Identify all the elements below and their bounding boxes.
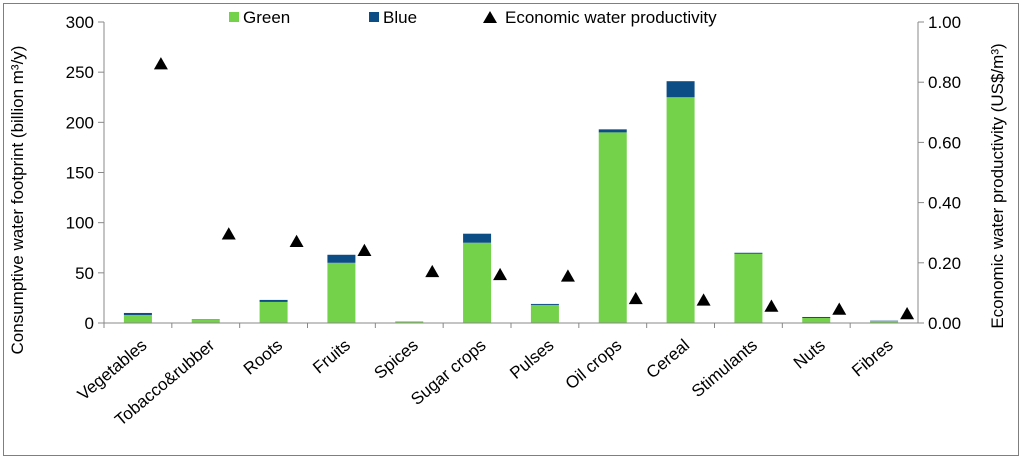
left-tick-label: 0 — [85, 314, 94, 333]
bar-green-7 — [598, 132, 627, 323]
bar-green-8 — [666, 97, 695, 323]
right-tick-label: 0.00 — [928, 314, 961, 333]
bar-green-3 — [327, 262, 356, 323]
chart-frame — [3, 3, 1019, 456]
bar-blue-10 — [802, 316, 831, 318]
bar-green-2 — [259, 301, 288, 323]
bar-green-10 — [802, 317, 831, 323]
left-tick-label: 50 — [75, 264, 94, 283]
bar-blue-5 — [463, 233, 492, 243]
legend-triangle-marker — [483, 11, 497, 23]
bars-layer — [123, 81, 899, 323]
right-tick-label: 0.20 — [928, 254, 961, 273]
right-tick-label: 0.80 — [928, 73, 961, 92]
bar-blue-1 — [191, 319, 220, 320]
category-label: Spices — [371, 336, 422, 383]
bar-blue-2 — [259, 299, 288, 302]
productivity-marker-7 — [628, 291, 643, 305]
legend-swatch-blue — [369, 12, 379, 22]
legend: Green Blue Economic water productivity — [229, 8, 717, 27]
productivity-marker-10 — [832, 302, 847, 315]
bar-blue-6 — [530, 303, 559, 305]
category-label: Roots — [240, 336, 286, 379]
bar-green-11 — [870, 320, 899, 323]
productivity-marker-11 — [900, 306, 915, 320]
left-tick-label: 300 — [66, 13, 94, 32]
bar-blue-7 — [598, 129, 627, 133]
category-label: Fibres — [848, 336, 896, 381]
category-label: Fruits — [309, 336, 354, 378]
productivity-marker-1 — [221, 227, 236, 240]
legend-label-productivity: Economic water productivity — [505, 8, 717, 27]
left-tick-label: 100 — [66, 214, 94, 233]
category-label: Cereal — [643, 336, 694, 383]
left-tick-label: 150 — [66, 164, 94, 183]
productivity-marker-3 — [357, 243, 372, 257]
bar-green-4 — [395, 321, 424, 323]
productivity-marker-6 — [560, 269, 575, 282]
category-label: Nuts — [790, 336, 829, 373]
bar-green-0 — [123, 314, 152, 323]
bar-green-1 — [191, 319, 220, 323]
left-tick-label: 200 — [66, 113, 94, 132]
bar-blue-9 — [734, 252, 763, 254]
productivity-marker-8 — [696, 293, 711, 306]
right-tick-label: 1.00 — [928, 13, 961, 32]
category-label: Pulses — [506, 336, 557, 383]
right-tick-label: 0.40 — [928, 194, 961, 213]
legend-label-green: Green — [243, 8, 290, 27]
category-label: Stimulants — [688, 336, 761, 402]
productivity-marker-4 — [425, 264, 440, 278]
legend-label-blue: Blue — [383, 8, 417, 27]
left-ticks: 0 50 100 150 200 250 300 — [66, 13, 104, 333]
left-axis-title: Consumptive water footprint (billion m³/… — [8, 46, 27, 355]
right-axis-title: Economic water productivity (US$/m³) — [988, 43, 1007, 328]
legend-swatch-green — [229, 12, 239, 22]
category-label: Oil crops — [562, 336, 626, 394]
markers-layer — [153, 57, 915, 320]
productivity-marker-2 — [289, 234, 304, 247]
bar-blue-0 — [123, 312, 152, 315]
bar-blue-8 — [666, 81, 695, 98]
bar-blue-3 — [327, 254, 356, 263]
right-ticks: 0.00 0.20 0.40 0.60 0.80 1.00 — [918, 13, 961, 333]
bar-green-5 — [463, 242, 492, 323]
left-tick-label: 250 — [66, 63, 94, 82]
right-tick-label: 0.60 — [928, 133, 961, 152]
productivity-marker-0 — [153, 57, 168, 70]
bar-green-6 — [530, 304, 559, 323]
category-label: Sugar crops — [407, 336, 489, 409]
productivity-marker-5 — [493, 267, 508, 281]
bar-green-9 — [734, 253, 763, 323]
productivity-marker-9 — [764, 299, 779, 312]
